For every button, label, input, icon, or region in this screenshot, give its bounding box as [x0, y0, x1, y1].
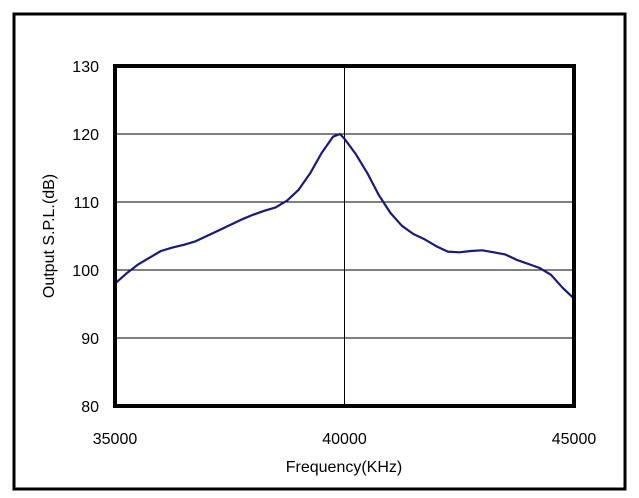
- y-tick-label: 100: [72, 263, 99, 280]
- data-point: [251, 214, 254, 216]
- data-point: [171, 246, 174, 249]
- data-point: [469, 250, 472, 252]
- grid-lines: [115, 66, 574, 406]
- data-point: [217, 229, 220, 232]
- data-point: [481, 249, 484, 252]
- data-point: [286, 199, 288, 202]
- data-point: [389, 212, 392, 214]
- data-point: [343, 137, 346, 140]
- outer-frame: [12, 12, 627, 491]
- data-point: [320, 152, 323, 154]
- data-point: [309, 172, 311, 175]
- y-tick-label: 80: [81, 399, 99, 416]
- data-point: [366, 172, 369, 175]
- data-point: [401, 224, 403, 227]
- data-point: [137, 263, 139, 266]
- x-tick-label: 35000: [93, 431, 138, 448]
- data-point: [332, 135, 334, 138]
- x-tick-label: 45000: [552, 431, 597, 448]
- data-point: [504, 253, 506, 256]
- y-tick-label: 130: [72, 59, 99, 76]
- data-point: [423, 238, 426, 241]
- x-axis-tick-labels: 35000 40000 45000: [93, 431, 597, 448]
- data-point: [435, 245, 438, 248]
- data-point: [378, 194, 380, 197]
- data-point: [458, 251, 461, 254]
- data-point: [515, 258, 518, 261]
- data-point: [148, 256, 151, 259]
- data-point: [160, 250, 162, 252]
- y-axis-tick-labels: 80 90 100 110 120 130: [72, 59, 99, 416]
- data-point: [182, 243, 185, 246]
- data-point: [446, 250, 449, 253]
- data-point: [492, 251, 495, 254]
- y-axis-label: Output S.P.L.(dB): [41, 174, 58, 298]
- y-tick-label: 120: [72, 127, 99, 144]
- data-point: [297, 188, 300, 191]
- data-point: [228, 224, 231, 227]
- data-point: [205, 235, 208, 237]
- data-point: [412, 233, 415, 235]
- spl-response-curve: [113, 132, 576, 300]
- data-point: [561, 286, 564, 289]
- y-tick-label: 90: [81, 331, 99, 348]
- data-point: [274, 206, 277, 209]
- plot-area-border: [113, 64, 576, 408]
- data-point: [527, 263, 529, 265]
- y-tick-label: 110: [73, 195, 99, 212]
- data-point: [355, 153, 357, 156]
- data-point: [263, 209, 266, 212]
- x-tick-label: 40000: [322, 431, 367, 448]
- data-point: [538, 267, 541, 269]
- data-point: [194, 240, 197, 243]
- data-point: [240, 218, 243, 221]
- x-axis-label: Frequency(KHz): [286, 459, 402, 476]
- data-point: [125, 272, 128, 275]
- data-point: [550, 273, 552, 276]
- data-point: [339, 133, 341, 135]
